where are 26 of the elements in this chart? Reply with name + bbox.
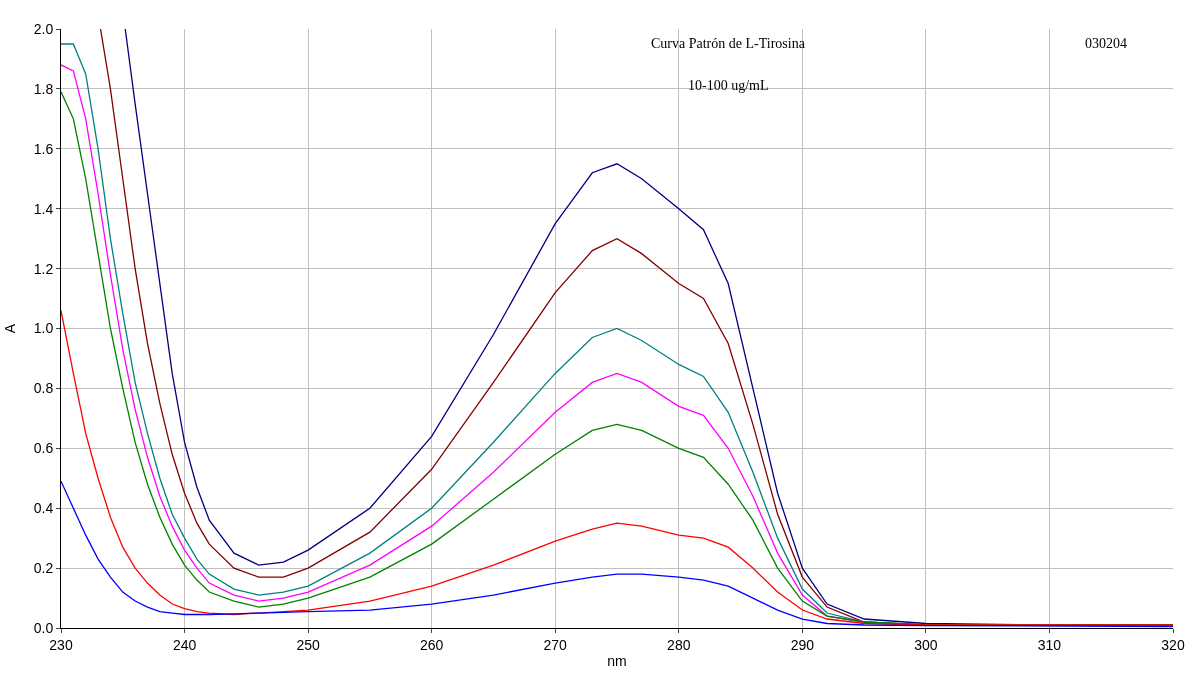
x-tick-label: 280 xyxy=(667,636,691,653)
y-tick-label: 0.2 xyxy=(33,560,54,576)
y-axis-title: A xyxy=(2,323,19,334)
y-tick-label: 0.8 xyxy=(33,380,54,397)
y-tick-label: 0.4 xyxy=(33,500,54,517)
y-tick-label: 0.0 xyxy=(33,619,54,636)
y-tick-label: 1.0 xyxy=(33,320,54,337)
x-tick-label: 270 xyxy=(543,636,568,653)
x-tick-label: 300 xyxy=(914,636,938,653)
y-tick-label: 0.6 xyxy=(33,440,54,457)
x-tick-label: 260 xyxy=(419,636,444,653)
annotation: 030204 xyxy=(1085,36,1127,51)
x-tick-label: 290 xyxy=(790,636,815,653)
annotation: Curva Patrón de L-Tirosina xyxy=(651,36,806,51)
x-axis-title: nm xyxy=(607,653,627,670)
x-tick-label: 250 xyxy=(296,636,320,653)
annotation: 10-100 ug/mL xyxy=(688,78,769,93)
y-tick-label: 1.8 xyxy=(33,80,54,97)
x-tick-label: 320 xyxy=(1161,636,1185,653)
y-tick-label: 1.6 xyxy=(33,140,54,157)
x-tick-label: 230 xyxy=(49,636,73,653)
y-tick-label: 2.0 xyxy=(33,20,54,37)
x-tick-label: 240 xyxy=(172,636,197,653)
y-tick-label: 1.2 xyxy=(33,260,54,277)
y-tick-label: 1.4 xyxy=(33,200,54,217)
x-tick-label: 310 xyxy=(1037,636,1062,653)
